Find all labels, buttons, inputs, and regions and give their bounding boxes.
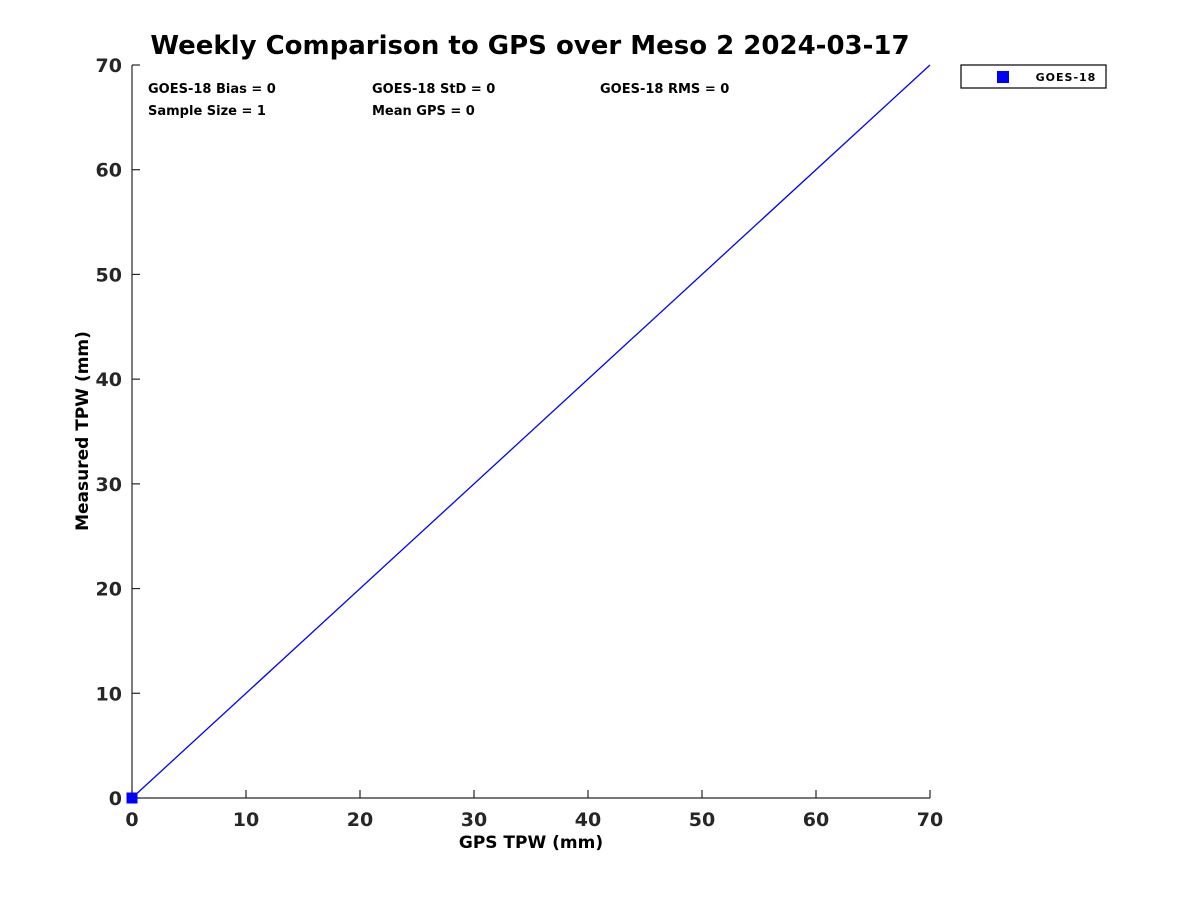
y-axis-label: Measured TPW (mm) xyxy=(73,331,93,531)
x-tick-label: 60 xyxy=(803,809,829,831)
y-tick-label: 60 xyxy=(96,160,122,182)
x-tick-label: 40 xyxy=(575,809,601,831)
stat-bias: GOES-18 Bias = 0 xyxy=(148,82,276,97)
y-tick-label: 20 xyxy=(96,579,122,601)
x-tick-label: 0 xyxy=(125,809,138,831)
plot-dynamic-layer: 0 10 20 30 40 50 60 70 0 10 20 30 40 50 60 70 xyxy=(96,55,944,831)
x-tick-label: 20 xyxy=(347,809,373,831)
y-tick-label: 10 xyxy=(96,683,122,705)
y-tick-label: 40 xyxy=(96,369,122,391)
stat-sample-size: Sample Size = 1 xyxy=(148,104,266,119)
y-tick-label: 0 xyxy=(109,788,122,810)
stat-rms: GOES-18 RMS = 0 xyxy=(600,82,729,97)
x-tick-label: 50 xyxy=(689,809,715,831)
data-point-GOES-18 xyxy=(126,792,138,804)
x-axis-label: GPS TPW (mm) xyxy=(459,833,603,853)
legend-label: GOES-18 xyxy=(1036,71,1097,84)
stat-std: GOES-18 StD = 0 xyxy=(372,82,495,97)
legend: GOES-18 xyxy=(960,64,1107,89)
y-tick-label: 70 xyxy=(96,55,122,77)
stat-mean-gps: Mean GPS = 0 xyxy=(372,104,475,119)
y-tick-label: 30 xyxy=(96,474,122,496)
series-line-identity-line xyxy=(131,64,931,799)
x-tick-label: 70 xyxy=(917,809,943,831)
legend-marker-square xyxy=(997,71,1009,83)
y-tick-label: 50 xyxy=(96,264,122,286)
chart-title: Weekly Comparison to GPS over Meso 2 202… xyxy=(150,31,909,61)
x-tick-label: 10 xyxy=(233,809,259,831)
x-tick-label: 30 xyxy=(461,809,487,831)
